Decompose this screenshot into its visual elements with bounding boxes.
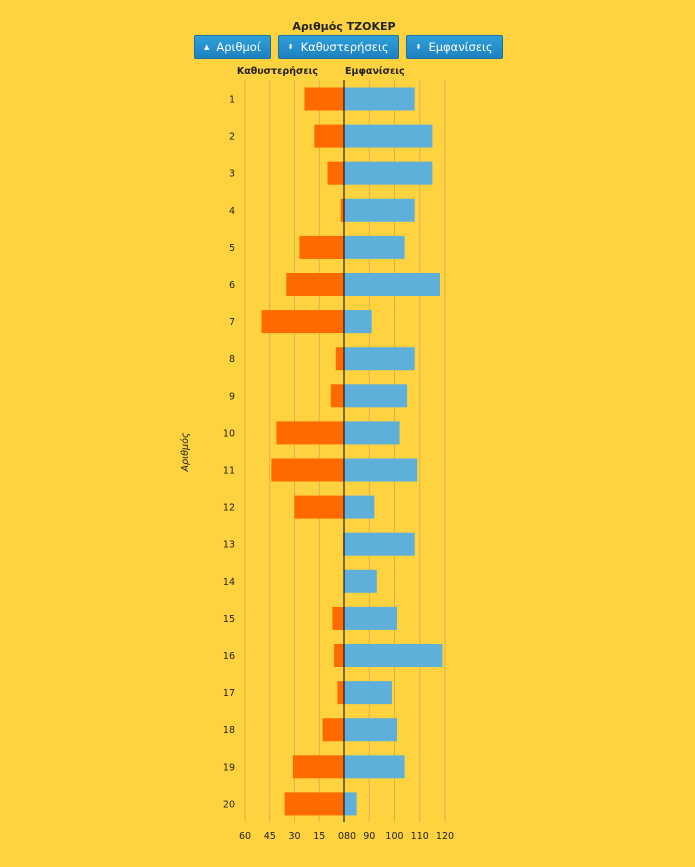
- x-tick-label-delays: 15: [313, 831, 325, 842]
- category-label: 7: [229, 317, 235, 328]
- category-label: 1: [229, 95, 235, 106]
- appearance-bar: [344, 532, 415, 556]
- delay-bar: [304, 87, 344, 111]
- category-label: 19: [223, 762, 235, 773]
- delay-bar: [299, 235, 344, 259]
- delay-bar: [271, 458, 344, 482]
- sort-by-delays-label: Καθυστερήσεις: [300, 40, 389, 54]
- appearance-bar: [344, 718, 398, 742]
- delay-bar: [330, 384, 344, 408]
- delay-bar: [294, 495, 344, 519]
- category-label: 10: [223, 428, 235, 439]
- x-tick-label-appearances: 80: [344, 831, 356, 842]
- x-tick-label-appearances: 120: [436, 831, 454, 842]
- category-label: 8: [229, 354, 235, 365]
- category-label: 4: [229, 206, 235, 217]
- appearance-bar: [344, 347, 415, 371]
- appearance-bar: [344, 681, 392, 705]
- appearance-bar: [344, 792, 357, 816]
- delay-bar: [261, 310, 344, 334]
- sort-by-appearances-label: Εμφανίσεις: [428, 40, 493, 54]
- delay-bar: [337, 681, 344, 705]
- sort-by-number-label: Αριθμοί: [216, 40, 261, 54]
- x-tick-label-delays: 0: [338, 831, 344, 842]
- delay-bar: [335, 347, 344, 371]
- appearance-bar: [344, 235, 405, 259]
- x-tick-label-appearances: 110: [411, 831, 429, 842]
- appearance-bar: [344, 273, 440, 296]
- category-label: 20: [223, 799, 235, 810]
- category-label: 12: [223, 503, 235, 514]
- x-tick-label-delays: 30: [288, 831, 300, 842]
- appearance-bar: [344, 421, 400, 445]
- appearance-bar: [344, 384, 408, 408]
- delay-bar: [314, 124, 344, 148]
- appearance-bar: [344, 606, 398, 630]
- category-label: 6: [229, 280, 235, 291]
- sort-by-delays-button[interactable]: ⬍ Καθυστερήσεις: [277, 35, 399, 59]
- y-axis-label: Αριθμός: [180, 432, 191, 472]
- category-label: 13: [223, 540, 235, 551]
- delay-bar: [276, 421, 344, 445]
- appearance-bar: [344, 458, 418, 482]
- category-label: 16: [223, 651, 235, 662]
- chart-title: Αριθμός ΤΖΟΚΕΡ: [292, 20, 396, 33]
- appearance-bar: [344, 124, 433, 148]
- sort-by-number-button[interactable]: ▲ Αριθμοί: [194, 35, 271, 59]
- category-label: 11: [223, 466, 235, 477]
- appearance-bar: [344, 161, 433, 185]
- category-label: 9: [229, 391, 235, 402]
- delay-bar: [332, 606, 344, 630]
- delay-bar: [284, 792, 344, 816]
- series-label-delays: Καθυστερήσεις: [237, 66, 318, 77]
- x-tick-label-delays: 45: [264, 831, 276, 842]
- appearance-bar: [344, 495, 375, 519]
- sort-icon: ⬍: [287, 42, 294, 51]
- delay-bar: [286, 273, 344, 296]
- appearance-bar: [344, 87, 415, 111]
- delay-bar: [340, 198, 344, 222]
- x-tick-label-appearances: 100: [385, 831, 403, 842]
- category-label: 5: [229, 243, 235, 254]
- category-label: 17: [223, 688, 235, 699]
- appearance-bar: [344, 310, 372, 334]
- delay-bar: [327, 161, 344, 185]
- delay-bar: [322, 718, 344, 742]
- category-label: 15: [223, 614, 235, 625]
- appearance-bar: [344, 755, 405, 779]
- delay-bar: [292, 755, 344, 779]
- category-label: 3: [229, 169, 235, 180]
- sort-icon: ⬍: [415, 42, 422, 51]
- category-label: 2: [229, 132, 235, 143]
- category-label: 18: [223, 725, 235, 736]
- x-tick-label-delays: 60: [239, 831, 251, 842]
- appearance-bar: [344, 198, 415, 222]
- x-tick-label-appearances: 90: [363, 831, 375, 842]
- sort-by-appearances-button[interactable]: ⬍ Εμφανίσεις: [405, 35, 503, 59]
- sort-toolbar: ▲ Αριθμοί ⬍ Καθυστερήσεις ⬍ Εμφανίσεις: [194, 35, 503, 59]
- sort-asc-icon: ▲: [204, 42, 210, 51]
- appearance-bar: [344, 644, 443, 667]
- appearance-bar: [344, 569, 377, 593]
- delay-bar: [334, 644, 344, 667]
- category-label: 14: [223, 577, 235, 588]
- series-label-appearances: Εμφανίσεις: [345, 66, 405, 77]
